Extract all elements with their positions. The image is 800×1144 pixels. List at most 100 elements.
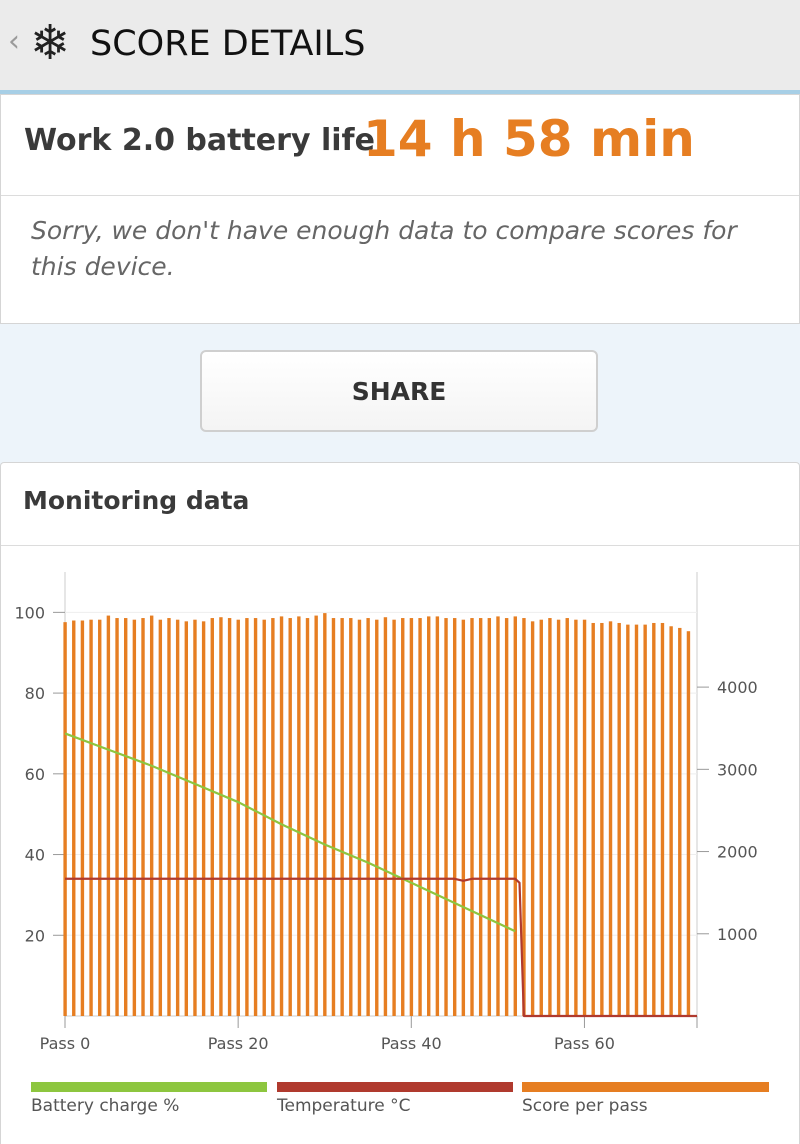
snowflake-icon: ❄ bbox=[30, 15, 71, 71]
left-tick-label: 80 bbox=[25, 684, 45, 703]
legend-battery-label: Battery charge % bbox=[31, 1096, 180, 1116]
comparison-note: Sorry, we don't have enough data to comp… bbox=[31, 216, 737, 281]
legend-score-swatch bbox=[522, 1082, 769, 1092]
score-bar bbox=[366, 618, 370, 1016]
page-title: SCORE DETAILS bbox=[90, 24, 366, 64]
score-bar bbox=[600, 622, 604, 1016]
score-bar bbox=[487, 618, 492, 1016]
legend-temperature-label: Temperature °C bbox=[277, 1096, 411, 1116]
score-bar bbox=[132, 619, 137, 1016]
score-bar bbox=[141, 618, 145, 1016]
x-tick-label: Pass 40 bbox=[381, 1034, 442, 1053]
score-bar bbox=[184, 621, 189, 1016]
score-bar bbox=[72, 620, 76, 1016]
right-tick-label: 4000 bbox=[717, 678, 758, 697]
right-tick-label: 3000 bbox=[717, 760, 758, 779]
score-bar bbox=[678, 627, 682, 1016]
score-bar bbox=[357, 619, 362, 1016]
score-bar bbox=[643, 624, 647, 1016]
score-bar bbox=[89, 619, 93, 1016]
score-bar bbox=[98, 619, 102, 1016]
score-bar bbox=[669, 626, 673, 1016]
score-bar bbox=[106, 615, 111, 1016]
monitoring-header: Monitoring data bbox=[1, 463, 799, 546]
legend-battery: Battery charge % bbox=[31, 1082, 267, 1117]
score-bar bbox=[418, 618, 422, 1016]
legend-score-label: Score per pass bbox=[522, 1096, 648, 1116]
score-bar bbox=[470, 618, 474, 1016]
legend-battery-swatch bbox=[31, 1082, 267, 1092]
right-tick-label: 2000 bbox=[717, 843, 758, 862]
score-bar bbox=[383, 617, 388, 1016]
score-bar bbox=[288, 618, 292, 1016]
score-bar bbox=[504, 618, 509, 1016]
left-tick-label: 60 bbox=[25, 765, 45, 784]
score-bar bbox=[124, 618, 128, 1016]
x-tick-label: Pass 20 bbox=[208, 1034, 269, 1053]
score-bar bbox=[686, 631, 691, 1016]
score-bar bbox=[652, 622, 656, 1016]
score-bar bbox=[626, 624, 630, 1016]
score-row: Work 2.0 battery life 14 h 58 min bbox=[1, 95, 799, 196]
score-bar bbox=[80, 620, 85, 1016]
score-bar bbox=[323, 613, 327, 1016]
score-bar bbox=[513, 616, 517, 1016]
score-bar bbox=[236, 619, 240, 1016]
score-bar bbox=[435, 616, 440, 1016]
score-bar bbox=[409, 618, 414, 1016]
score-bar bbox=[401, 618, 405, 1016]
score-bar bbox=[591, 622, 595, 1016]
battery-line bbox=[64, 732, 516, 933]
score-bar bbox=[530, 621, 535, 1016]
score-bar bbox=[617, 622, 621, 1016]
temperature-line bbox=[65, 877, 697, 1018]
score-bar bbox=[478, 618, 483, 1016]
score-bar bbox=[452, 618, 457, 1016]
score-bar bbox=[245, 618, 249, 1016]
left-tick-label: 100 bbox=[14, 603, 45, 622]
left-tick-label: 20 bbox=[25, 926, 45, 945]
score-bar bbox=[660, 622, 665, 1016]
score-bar bbox=[349, 618, 353, 1016]
legend-score: Score per pass bbox=[522, 1082, 769, 1117]
score-bar bbox=[582, 619, 587, 1016]
back-chevron-icon[interactable]: ‹ bbox=[8, 24, 20, 59]
legend-temperature-swatch bbox=[277, 1082, 513, 1092]
score-bar bbox=[375, 619, 379, 1016]
score-bar bbox=[444, 618, 448, 1016]
right-tick-label: 1000 bbox=[717, 925, 758, 944]
score-bar bbox=[548, 618, 552, 1016]
score-bar bbox=[539, 619, 543, 1016]
score-bar bbox=[271, 618, 275, 1016]
score-bar bbox=[427, 616, 431, 1016]
score-bar bbox=[201, 621, 206, 1016]
score-bar bbox=[193, 619, 197, 1016]
score-bar bbox=[556, 619, 561, 1016]
score-bar bbox=[331, 618, 336, 1016]
score-bar bbox=[314, 615, 318, 1016]
x-tick-label: Pass 60 bbox=[554, 1034, 615, 1053]
score-bar bbox=[496, 616, 500, 1016]
legend-temperature: Temperature °C bbox=[277, 1082, 513, 1117]
score-bar bbox=[158, 619, 163, 1016]
score-bar bbox=[167, 618, 171, 1016]
score-label: Work 2.0 battery life bbox=[24, 123, 375, 158]
score-bar bbox=[253, 618, 258, 1016]
score-card: Work 2.0 battery life 14 h 58 min Sorry,… bbox=[0, 94, 800, 324]
score-bar bbox=[392, 619, 396, 1016]
score-bar bbox=[565, 618, 569, 1016]
score-bar bbox=[219, 617, 223, 1016]
score-bar bbox=[305, 618, 310, 1016]
score-bar bbox=[297, 616, 301, 1016]
score-bar bbox=[461, 619, 466, 1016]
left-tick-label: 40 bbox=[25, 846, 45, 865]
score-bar bbox=[262, 619, 266, 1016]
monitoring-title: Monitoring data bbox=[23, 486, 250, 515]
score-bar bbox=[175, 619, 180, 1016]
score-bar bbox=[522, 618, 526, 1016]
share-button[interactable]: SHARE bbox=[200, 350, 598, 432]
score-bar bbox=[227, 618, 232, 1016]
score-bar bbox=[608, 621, 613, 1016]
score-bar bbox=[340, 618, 344, 1016]
